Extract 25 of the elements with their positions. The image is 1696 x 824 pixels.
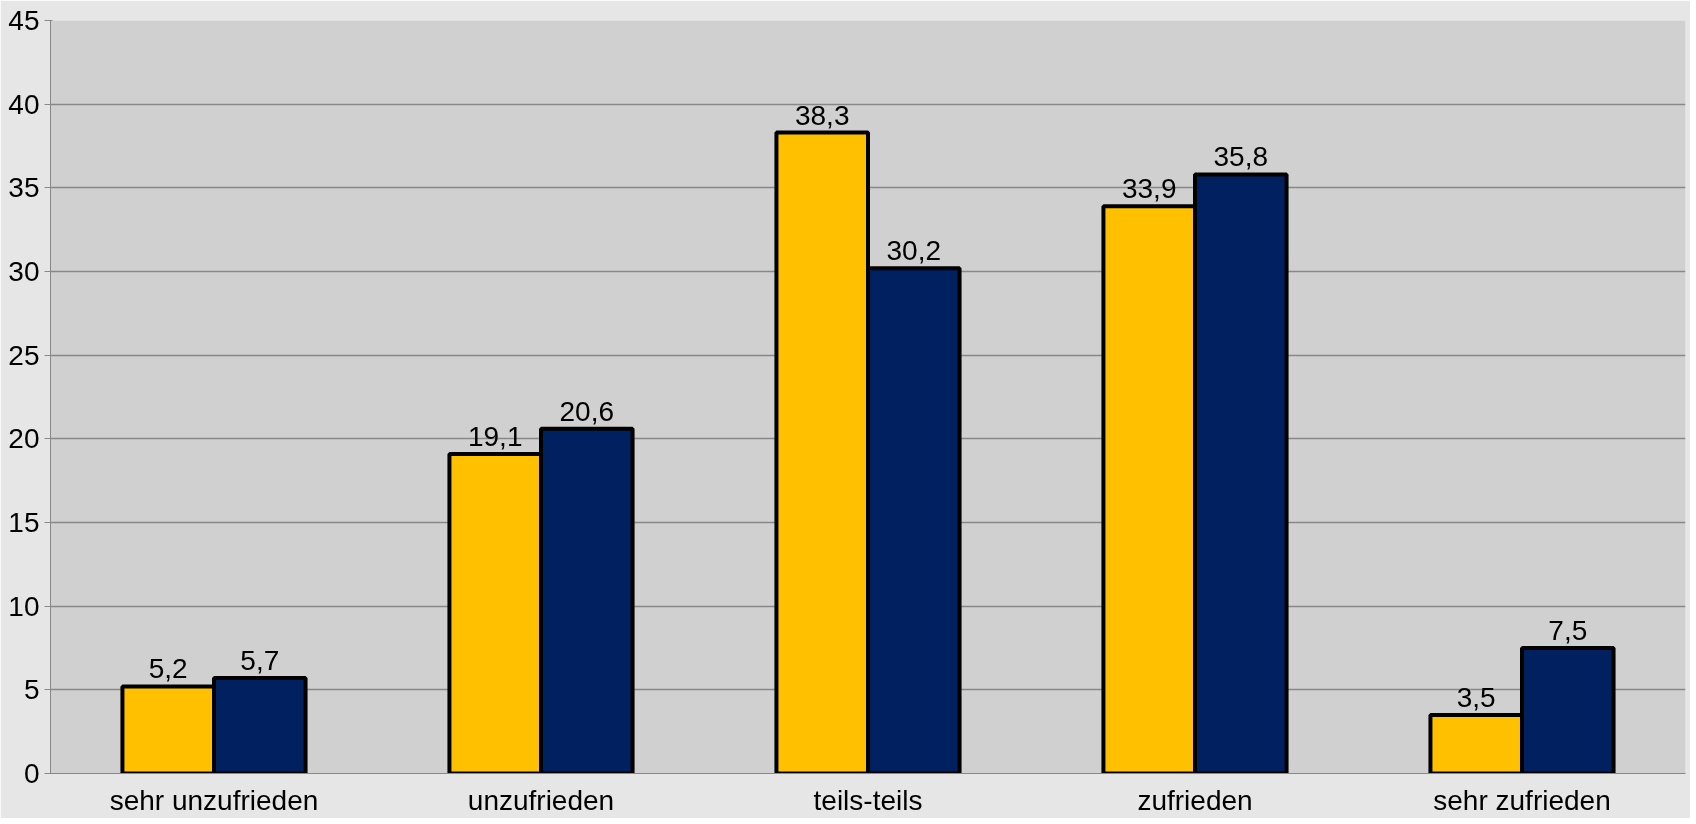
data-label: 3,5	[1456, 681, 1496, 713]
x-tick-label: teils-teils	[813, 784, 923, 816]
data-label: 20,6	[559, 395, 615, 427]
data-label: 35,8	[1213, 141, 1269, 173]
data-label: 33,9	[1121, 173, 1177, 205]
y-tick-label: 45	[8, 5, 40, 36]
x-tick-label: sehr unzufrieden	[109, 784, 319, 816]
data-label: 38,3	[794, 99, 850, 131]
x-tick-label: zufrieden	[1137, 784, 1253, 816]
data-label: 7,5	[1548, 615, 1588, 646]
y-tick-label: 40	[8, 88, 40, 120]
x-tick-label: sehr zufrieden	[1433, 784, 1611, 816]
data-label: 19,1	[467, 420, 523, 452]
y-tick-label: 20	[8, 423, 40, 455]
y-tick-label: 25	[8, 339, 40, 371]
data-label: 5,2	[148, 653, 188, 685]
y-tick-label: 0	[23, 758, 40, 789]
x-tick-label: unzufrieden	[467, 784, 615, 816]
y-tick-label: 30	[8, 256, 40, 287]
y-tick-label: 5	[23, 674, 40, 706]
data-label: 5,7	[240, 645, 280, 677]
y-tick-label: 15	[8, 507, 40, 538]
y-tick-label: 10	[8, 590, 40, 622]
y-tick-label: 35	[8, 172, 40, 204]
data-label: 30,2	[886, 235, 942, 267]
